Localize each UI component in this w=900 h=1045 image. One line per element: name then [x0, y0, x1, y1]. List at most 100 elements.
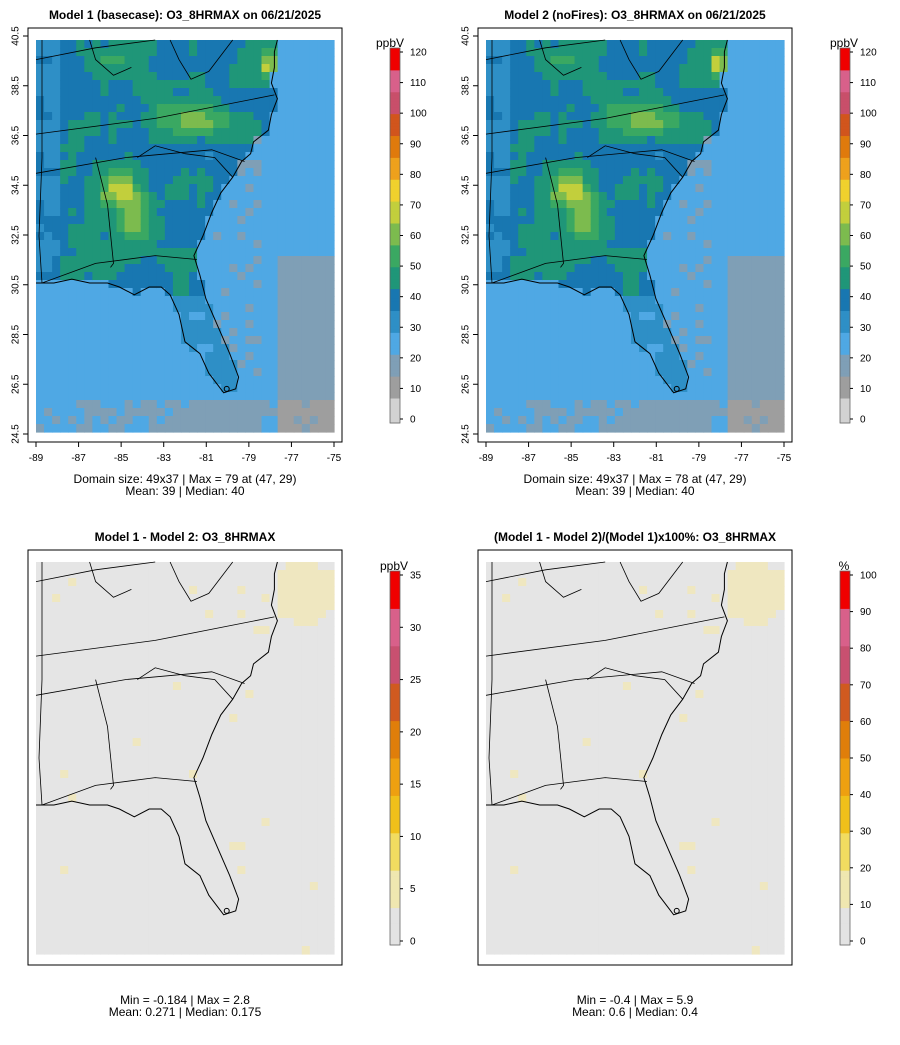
state-boundary: [539, 39, 582, 76]
grid-cell: [534, 272, 543, 281]
grid-cell: [132, 216, 142, 225]
grid-cell: [285, 184, 295, 193]
colorbar-segment: [840, 85, 850, 90]
grid-cell: [132, 682, 142, 691]
grid-cell: [606, 216, 616, 225]
grid-cell: [679, 344, 688, 353]
grid-cell: [285, 104, 295, 113]
grid-cell: [309, 296, 319, 305]
grid-cell: [36, 738, 45, 747]
grid-cell: [205, 88, 214, 97]
grid-cell: [277, 336, 287, 345]
grid-cell: [172, 602, 182, 611]
colorbar-segment: [840, 354, 850, 358]
grid-cell: [325, 128, 335, 137]
grid-cell: [100, 594, 110, 603]
grid-cell: [285, 320, 295, 329]
grid-cell: [590, 192, 600, 201]
grid-cell: [542, 424, 552, 433]
grid-cell: [84, 216, 93, 225]
grid-cell: [655, 288, 664, 297]
grid-cell: [695, 104, 705, 113]
grid-cell: [687, 192, 696, 201]
grid-cell: [486, 352, 495, 361]
grid-cell: [687, 408, 696, 417]
grid-cell: [116, 144, 126, 153]
grid-cell: [237, 160, 246, 169]
grid-cell: [140, 64, 150, 73]
grid-cell: [590, 336, 600, 345]
grid-cell: [36, 72, 45, 81]
grid-cell: [124, 128, 134, 137]
grid-cell: [695, 344, 705, 353]
colorbar-segment: [390, 141, 400, 146]
grid-cell: [116, 296, 126, 305]
grid-cell: [510, 88, 519, 97]
grid-cell: [671, 248, 680, 257]
grid-cell: [534, 112, 543, 121]
grid-cell: [277, 136, 287, 145]
grid-cell: [253, 336, 263, 345]
grid-cell: [261, 72, 271, 81]
colorbar-segment: [390, 94, 400, 99]
grid-cell: [759, 232, 769, 241]
grid-cell: [606, 392, 616, 401]
grid-cell: [510, 192, 519, 201]
grid-cell: [148, 408, 158, 417]
grid-cell: [44, 714, 53, 723]
grid-cell: [148, 730, 158, 739]
grid-cell: [148, 176, 158, 185]
grid-cell: [92, 786, 102, 795]
grid-cell: [679, 416, 688, 425]
grid-cell: [285, 424, 295, 433]
grid-cell: [630, 248, 640, 257]
state-boundary: [545, 157, 564, 268]
grid-cell: [221, 208, 230, 217]
grid-cell: [124, 674, 134, 683]
grid-cell: [574, 128, 584, 137]
grid-cell: [719, 184, 729, 193]
grid-cell: [518, 56, 527, 65]
grid-cell: [655, 88, 664, 97]
grid-cell: [775, 328, 785, 337]
grid-cell: [317, 128, 327, 137]
grid-cell: [92, 80, 102, 89]
grid-cell: [36, 642, 45, 651]
grid-cell: [164, 898, 174, 907]
grid-cell: [518, 144, 527, 153]
grid-cell: [655, 400, 664, 409]
grid-cell: [44, 184, 53, 193]
grid-cell: [116, 802, 126, 811]
colorbar-segment: [840, 307, 850, 312]
grid-cell: [655, 120, 664, 129]
grid-cell: [156, 312, 166, 321]
grid-cell: [687, 280, 696, 289]
grid-cell: [261, 360, 271, 369]
grid-cell: [132, 890, 142, 899]
grid-cell: [116, 570, 126, 579]
grid-cell: [140, 72, 150, 81]
grid-cell: [622, 184, 632, 193]
grid-cell: [180, 408, 190, 417]
grid-cell: [301, 120, 311, 129]
grid-cell: [574, 384, 584, 393]
grid-cell: [630, 96, 640, 105]
grid-cell: [526, 376, 535, 385]
grid-cell: [245, 360, 255, 369]
grid-cell: [703, 416, 713, 425]
grid-cell: [622, 416, 632, 425]
grid-cell: [36, 706, 45, 715]
grid-cell: [148, 834, 158, 843]
grid-cell: [205, 80, 214, 89]
grid-cell: [156, 666, 166, 675]
grid-cell: [84, 746, 93, 755]
grid-cell: [743, 312, 753, 321]
grid-cell: [100, 328, 110, 337]
grid-cell: [221, 272, 230, 281]
grid-cell: [558, 80, 568, 89]
grid-cell: [84, 674, 93, 683]
grid-cell: [269, 360, 279, 369]
grid-cell: [293, 344, 303, 353]
grid-cell: [494, 376, 503, 385]
grid-cell: [639, 72, 648, 81]
